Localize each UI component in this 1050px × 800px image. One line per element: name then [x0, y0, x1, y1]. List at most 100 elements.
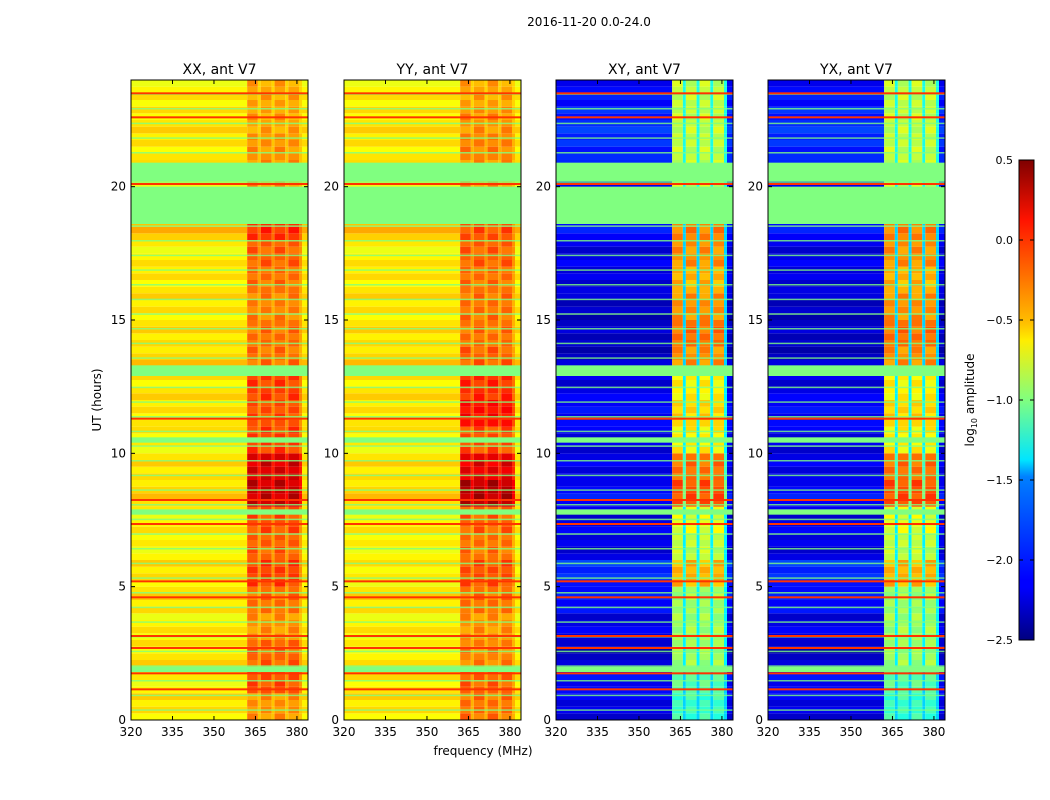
heatmap-cell — [302, 513, 308, 520]
heatmap-cell — [894, 133, 898, 140]
heatmap-cell — [271, 586, 275, 594]
heatmap-cell — [682, 466, 686, 474]
heatmap-cell — [299, 260, 302, 267]
heatmap-cell — [685, 680, 697, 687]
heatmap-cell — [274, 573, 286, 580]
heatmap-cell — [884, 253, 895, 260]
heatmap-cell — [247, 140, 258, 147]
heatmap-row — [556, 152, 733, 154]
heatmap-cell — [696, 600, 700, 607]
heatmap-cell — [470, 153, 474, 160]
heatmap-cell — [727, 386, 733, 394]
heatmap-cell — [470, 420, 474, 427]
heatmap-cell — [682, 380, 686, 387]
heatmap-cell — [131, 326, 248, 334]
y-tick-label: 20 — [324, 180, 339, 194]
heatmap-cell — [247, 646, 258, 654]
heatmap-cell — [473, 140, 485, 147]
heatmap-cell — [487, 453, 499, 460]
heatmap-row — [344, 577, 521, 579]
heatmap-cell — [274, 493, 286, 500]
heatmap-cell — [696, 693, 700, 700]
heatmap-cell — [894, 233, 898, 240]
heatmap-cell — [512, 453, 515, 460]
heatmap-cell — [515, 380, 521, 387]
heatmap-cell — [897, 600, 909, 607]
heatmap-cell — [470, 100, 474, 107]
heatmap-cell — [925, 420, 936, 427]
heatmap-cell — [939, 700, 945, 707]
heatmap-cell — [285, 300, 289, 307]
y-axis-label: UT (hours) — [90, 368, 104, 431]
heatmap-cell — [247, 713, 258, 720]
heatmap-cell — [699, 100, 711, 107]
heatmap-cell — [925, 453, 936, 460]
x-tick-label: 350 — [840, 725, 863, 739]
heatmap-cell — [515, 626, 521, 634]
heatmap-cell — [897, 260, 909, 267]
heatmap-cell — [911, 400, 923, 407]
heatmap-cell — [925, 526, 936, 534]
heatmap-cell — [724, 500, 727, 507]
heatmap-cell — [498, 293, 502, 300]
heatmap-cell — [925, 620, 936, 627]
heatmap-cell — [894, 546, 898, 554]
heatmap-cell — [894, 420, 898, 427]
heatmap-cell — [685, 553, 697, 560]
heatmap-cell — [344, 700, 461, 707]
heatmap-cell — [498, 313, 502, 320]
heatmap-cell — [131, 646, 248, 654]
heatmap-cell — [274, 473, 286, 480]
heatmap-cell — [271, 393, 275, 400]
heatmap-row — [768, 284, 945, 286]
heatmap-cell — [257, 660, 261, 667]
heatmap-cell — [925, 153, 936, 160]
heatmap-cell — [713, 333, 724, 340]
heatmap-cell — [271, 566, 275, 574]
heatmap-cell — [487, 306, 499, 314]
heatmap-cell — [257, 133, 261, 140]
x-tick-label: 365 — [881, 725, 904, 739]
heatmap-cell — [473, 240, 485, 247]
heatmap-cell — [271, 640, 275, 647]
heatmap-cell — [515, 313, 521, 320]
heatmap-cell — [247, 273, 258, 280]
flag-line — [556, 417, 733, 420]
heatmap-cell — [257, 140, 261, 147]
heatmap-cell — [288, 660, 299, 667]
heatmap-cell — [925, 480, 936, 487]
heatmap-row — [131, 577, 308, 579]
heatmap-cell — [699, 293, 711, 300]
heatmap-cell — [939, 106, 945, 114]
heatmap-cell — [498, 126, 502, 134]
heatmap-cell — [768, 700, 885, 707]
heatmap-cell — [884, 493, 895, 500]
heatmap-cell — [285, 306, 289, 314]
heatmap-cell — [131, 93, 248, 100]
heatmap-cell — [713, 260, 724, 267]
heatmap-cell — [922, 420, 926, 427]
heatmap-cell — [939, 86, 945, 94]
heatmap-cell — [897, 646, 909, 654]
heatmap-cell — [724, 433, 727, 440]
heatmap-cell — [515, 86, 521, 94]
heatmap-cell — [696, 260, 700, 267]
heatmap-cell — [696, 246, 700, 254]
heatmap-cell — [939, 693, 945, 700]
heatmap-cell — [939, 320, 945, 327]
heatmap-cell — [473, 653, 485, 660]
heatmap-cell — [682, 260, 686, 267]
heatmap-cell — [724, 86, 727, 94]
heatmap-cell — [696, 146, 700, 154]
heatmap-cell — [260, 493, 272, 500]
heatmap-cell — [713, 460, 724, 467]
heatmap-cell — [724, 620, 727, 627]
heatmap-cell — [911, 373, 923, 380]
heatmap-cell — [257, 393, 261, 400]
heatmap-cell — [727, 713, 733, 720]
heatmap-cell — [470, 626, 474, 634]
heatmap-cell — [727, 286, 733, 294]
heatmap-cell — [460, 360, 471, 367]
heatmap-cell — [131, 293, 248, 300]
